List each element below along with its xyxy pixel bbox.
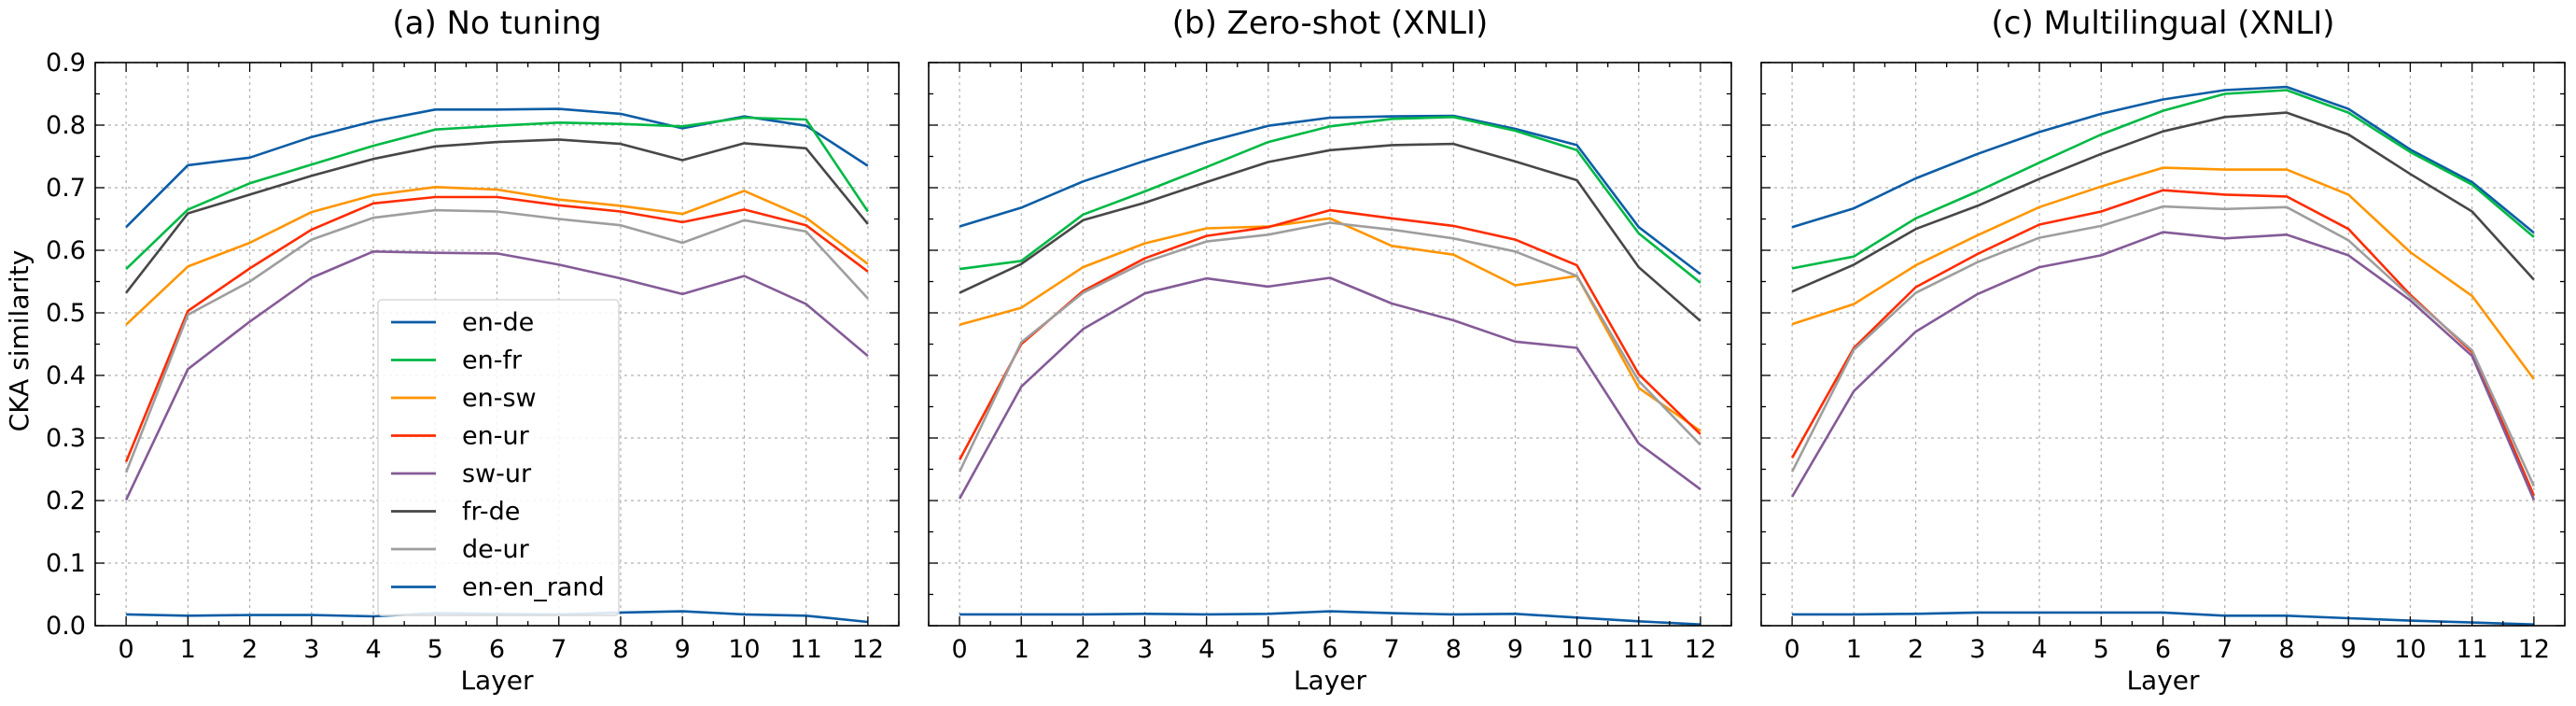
x-tick-label: 9 — [1507, 635, 1523, 664]
x-tick-label: 2 — [1908, 635, 1924, 664]
x-tick-label: 10 — [728, 635, 760, 664]
legend-label: en-fr — [462, 346, 523, 375]
x-tick-label: 6 — [2155, 635, 2171, 664]
x-tick-label: 8 — [1446, 635, 1462, 664]
x-tick-label: 5 — [2093, 635, 2109, 664]
x-tick-label: 0 — [951, 635, 967, 664]
x-tick-label: 5 — [1260, 635, 1276, 664]
x-tick-label: 7 — [1384, 635, 1400, 664]
y-tick-label: 0.6 — [46, 236, 86, 265]
series-line-en-ur — [1790, 189, 2536, 497]
x-axis-label: Layer — [460, 665, 534, 696]
y-tick-label: 0.5 — [46, 299, 86, 328]
x-tick-label: 2 — [242, 635, 258, 664]
series-line-fr-de — [1791, 111, 2535, 293]
x-tick-label: 4 — [1198, 635, 1214, 664]
series-line-en-fr — [959, 116, 1701, 284]
y-tick-label: 0.0 — [46, 612, 86, 641]
panel-multilingual: 0 1 2 3 4 5 6 7 8 9 10 11 12(c) Multilingual (XNLI)L… — [1760, 5, 2566, 696]
x-tick-label: 11 — [1623, 635, 1655, 664]
legend-label: sw-ur — [462, 459, 532, 488]
x-tick-label: 11 — [2456, 635, 2487, 664]
x-tick-label: 3 — [1969, 635, 1985, 664]
legend-label: en-en_rand — [462, 573, 605, 602]
x-tick-label: 8 — [612, 635, 628, 664]
x-axis-label: Layer — [1294, 665, 1367, 696]
x-tick-label: 12 — [852, 635, 884, 664]
x-tick-label: 2 — [1075, 635, 1091, 664]
series-line-fr-de — [959, 142, 1701, 322]
panel-zero-shot: 0 1 2 3 4 5 6 7 8 9 10 11 12(b) Zero-shot (XNLI)Laye… — [928, 5, 1732, 696]
x-tick-label: 12 — [2518, 635, 2550, 664]
y-tick-label: 0.7 — [46, 174, 86, 203]
legend-label: de-ur — [462, 535, 530, 564]
series-line-en-ur — [958, 208, 1701, 461]
x-tick-label: 6 — [1322, 635, 1337, 664]
y-tick-label: 0.2 — [46, 487, 86, 515]
grid — [929, 62, 1731, 627]
series-line-de-ur — [958, 221, 1701, 473]
x-tick-label: 0 — [119, 635, 134, 664]
x-tick-label: 5 — [427, 635, 443, 664]
y-tick-label: 0.1 — [46, 549, 86, 578]
series-line-fr-de — [125, 138, 869, 294]
x-tick-label: 1 — [180, 635, 196, 664]
x-tick-label: 6 — [489, 635, 505, 664]
series-line-sw-ur — [1790, 231, 2536, 501]
chart-title: (c) Multilingual (XNLI) — [1991, 5, 2334, 42]
series-line-sw-ur — [124, 249, 869, 501]
legend-box — [377, 299, 620, 616]
y-axis-label: CKA similarity — [4, 250, 35, 432]
series-line-de-ur — [124, 208, 869, 473]
series-line-de-ur — [1790, 205, 2536, 487]
y-tick-label: 0.4 — [46, 361, 86, 390]
legend-label: en-ur — [462, 422, 530, 451]
legend-label: en-de — [462, 308, 534, 337]
grid — [1761, 62, 2565, 627]
series-line-en-de — [1791, 85, 2535, 234]
legend-label: fr-de — [462, 498, 520, 527]
series-line-sw-ur — [958, 276, 1701, 500]
x-tick-label: 9 — [675, 635, 691, 664]
x-tick-label: 0 — [1785, 635, 1800, 664]
series-line-en-ur — [124, 195, 869, 462]
x-axis-label: Layer — [2126, 665, 2200, 696]
x-tick-label: 4 — [2031, 635, 2047, 664]
legend-label: en-sw — [462, 384, 537, 413]
x-tick-label: 3 — [303, 635, 319, 664]
x-tick-label: 8 — [2278, 635, 2294, 664]
legend: en-de en-fr en-sw en-ur sw-ur fr-de de-ur en-en… — [377, 299, 620, 616]
x-tick-label: 11 — [790, 635, 821, 664]
series-line-en-de — [959, 114, 1701, 275]
x-tick-label: 10 — [1561, 635, 1592, 664]
series-line-en-de — [125, 107, 869, 229]
y-tick-label: 0.8 — [46, 111, 86, 140]
series-line-en-fr — [125, 116, 869, 271]
x-tick-label: 12 — [1685, 635, 1716, 664]
series-line-en-fr — [1791, 89, 2535, 270]
y-tick-label: 0.9 — [46, 49, 86, 78]
x-tick-label: 3 — [1137, 635, 1153, 664]
series-line-en-sw — [125, 186, 869, 326]
x-tick-label: 7 — [2217, 635, 2233, 664]
chart-title: (a) No tuning — [392, 5, 601, 42]
x-tick-label: 7 — [551, 635, 567, 664]
y-tick-label: 0.3 — [46, 424, 86, 453]
x-tick-label: 1 — [1846, 635, 1862, 664]
x-tick-label: 10 — [2394, 635, 2426, 664]
x-tick-label: 1 — [1014, 635, 1029, 664]
x-tick-label: 4 — [365, 635, 381, 664]
chart-title: (b) Zero-shot (XNLI) — [1172, 5, 1489, 42]
series-line-en-sw — [1791, 166, 2535, 380]
x-tick-label: 9 — [2341, 635, 2357, 664]
